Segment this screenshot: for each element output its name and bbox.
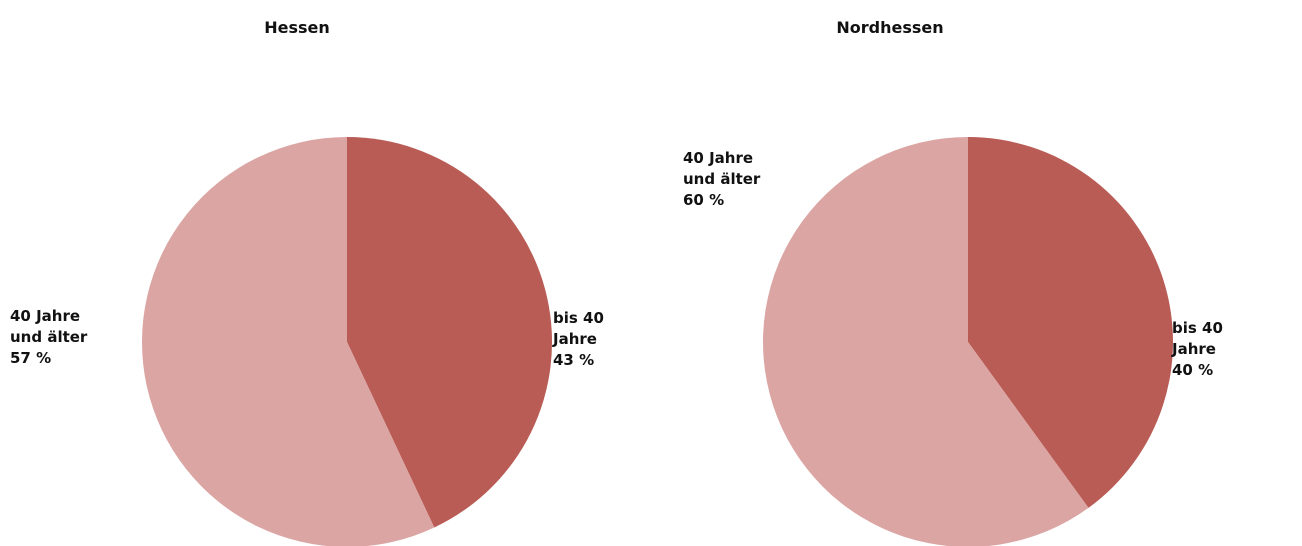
- category-label: bis 40 Jahre: [1172, 319, 1223, 358]
- category-label: bis 40 Jahre: [553, 309, 604, 348]
- slice-label: bis 40 Jahre 40 %: [1172, 318, 1262, 381]
- slice-label: bis 40 Jahre 43 %: [553, 308, 643, 371]
- pie-slice: [763, 137, 1089, 546]
- chart-title: Hessen: [264, 18, 330, 37]
- category-label: 40 Jahre und älter: [10, 307, 88, 346]
- value-label: 40 %: [1172, 361, 1214, 379]
- pie-slice: [347, 137, 552, 528]
- category-label: 40 Jahre und älter: [683, 149, 761, 188]
- value-label: 43 %: [553, 351, 595, 369]
- value-label: 60 %: [683, 191, 725, 209]
- value-label: 57 %: [10, 349, 52, 367]
- slice-label: 40 Jahre und älter 60 %: [683, 148, 773, 211]
- slice-label: 40 Jahre und älter 57 %: [10, 306, 100, 369]
- pie-slice: [968, 137, 1173, 508]
- chart-title: Nordhessen: [836, 18, 944, 37]
- pie-slice: [142, 137, 435, 546]
